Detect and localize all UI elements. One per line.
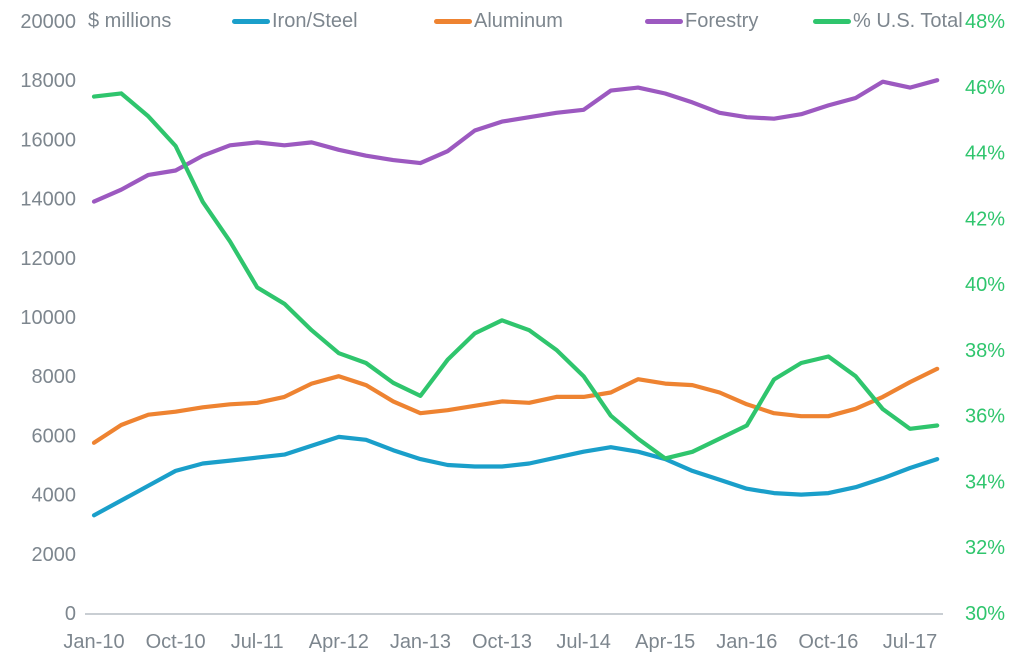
x-axis-tick-label: Oct-10 bbox=[146, 631, 206, 653]
y-axis-left-tick-label: 20000 bbox=[20, 11, 76, 33]
y-axis-right-tick-label: 46% bbox=[965, 77, 1005, 99]
y-axis-left-tick-label: 16000 bbox=[20, 129, 76, 151]
legend-swatch-us-total bbox=[813, 18, 851, 24]
x-axis-tick-label: Oct-13 bbox=[472, 631, 532, 653]
y-axis-right-tick-label: 30% bbox=[965, 603, 1005, 625]
x-axis-tick-label: Jan-16 bbox=[716, 631, 777, 653]
y-axis-right-tick-label: 44% bbox=[965, 143, 1005, 165]
x-axis-tick-label: Apr-12 bbox=[309, 631, 369, 653]
y-axis-left-tick-label: 10000 bbox=[20, 307, 76, 329]
legend-item-us-total: % U.S. Total bbox=[813, 10, 963, 32]
y-axis-left-tick-label: 14000 bbox=[20, 189, 76, 211]
line-iron-steel bbox=[91, 434, 940, 518]
y-axis-right-tick-label: 48% bbox=[965, 11, 1005, 33]
x-axis-tick-label: Oct-16 bbox=[798, 631, 858, 653]
legend-label-aluminum: Aluminum bbox=[474, 9, 563, 32]
line-aluminum bbox=[91, 366, 940, 445]
legend-item-forestry: Forestry bbox=[645, 10, 758, 32]
y-axis-left-tick-label: 18000 bbox=[20, 70, 76, 92]
legend-label-iron-steel: Iron/Steel bbox=[272, 9, 358, 32]
y-axis-left-tick-label: 12000 bbox=[20, 248, 76, 270]
y-axis-left-tick-label: 4000 bbox=[32, 485, 77, 507]
y-axis-right-tick-label: 42% bbox=[965, 208, 1005, 230]
legend-swatch-aluminum bbox=[434, 18, 472, 24]
y-axis-left-tick-label: 0 bbox=[65, 603, 76, 625]
y-axis-right-tick-label: 32% bbox=[965, 537, 1005, 559]
x-axis-tick-label: Jul-17 bbox=[883, 631, 937, 653]
y-axis-right-tick-label: 34% bbox=[965, 471, 1005, 493]
x-axis-tick-label: Jan-10 bbox=[63, 631, 124, 653]
y-axis-right-tick-label: 40% bbox=[965, 274, 1005, 296]
legend-item-iron-steel: Iron/Steel bbox=[232, 10, 358, 32]
legend-swatch-forestry bbox=[645, 18, 683, 24]
x-axis-tick-label: Apr-15 bbox=[635, 631, 695, 653]
y-axis-left-tick-label: 2000 bbox=[32, 544, 77, 566]
y-left-unit-label: $ millions bbox=[88, 10, 172, 32]
legend-label-forestry: Forestry bbox=[685, 9, 759, 32]
legend-item-aluminum: Aluminum bbox=[434, 10, 563, 32]
y-axis-right-tick-label: 38% bbox=[965, 340, 1005, 362]
y-axis-right-tick-label: 36% bbox=[965, 406, 1005, 428]
legend-swatch-iron-steel bbox=[232, 18, 270, 24]
y-axis-left-tick-label: 8000 bbox=[32, 366, 77, 388]
y-axis-left-tick-label: 6000 bbox=[32, 425, 77, 447]
x-axis-tick-label: Jan-13 bbox=[390, 631, 451, 653]
x-axis-tick-label: Jul-11 bbox=[231, 631, 284, 653]
line-u-s-total bbox=[91, 91, 940, 461]
line-forestry bbox=[91, 78, 940, 204]
x-axis-tick-label: Jul-14 bbox=[556, 631, 610, 653]
legend-label-us-total: % U.S. Total bbox=[853, 9, 963, 32]
